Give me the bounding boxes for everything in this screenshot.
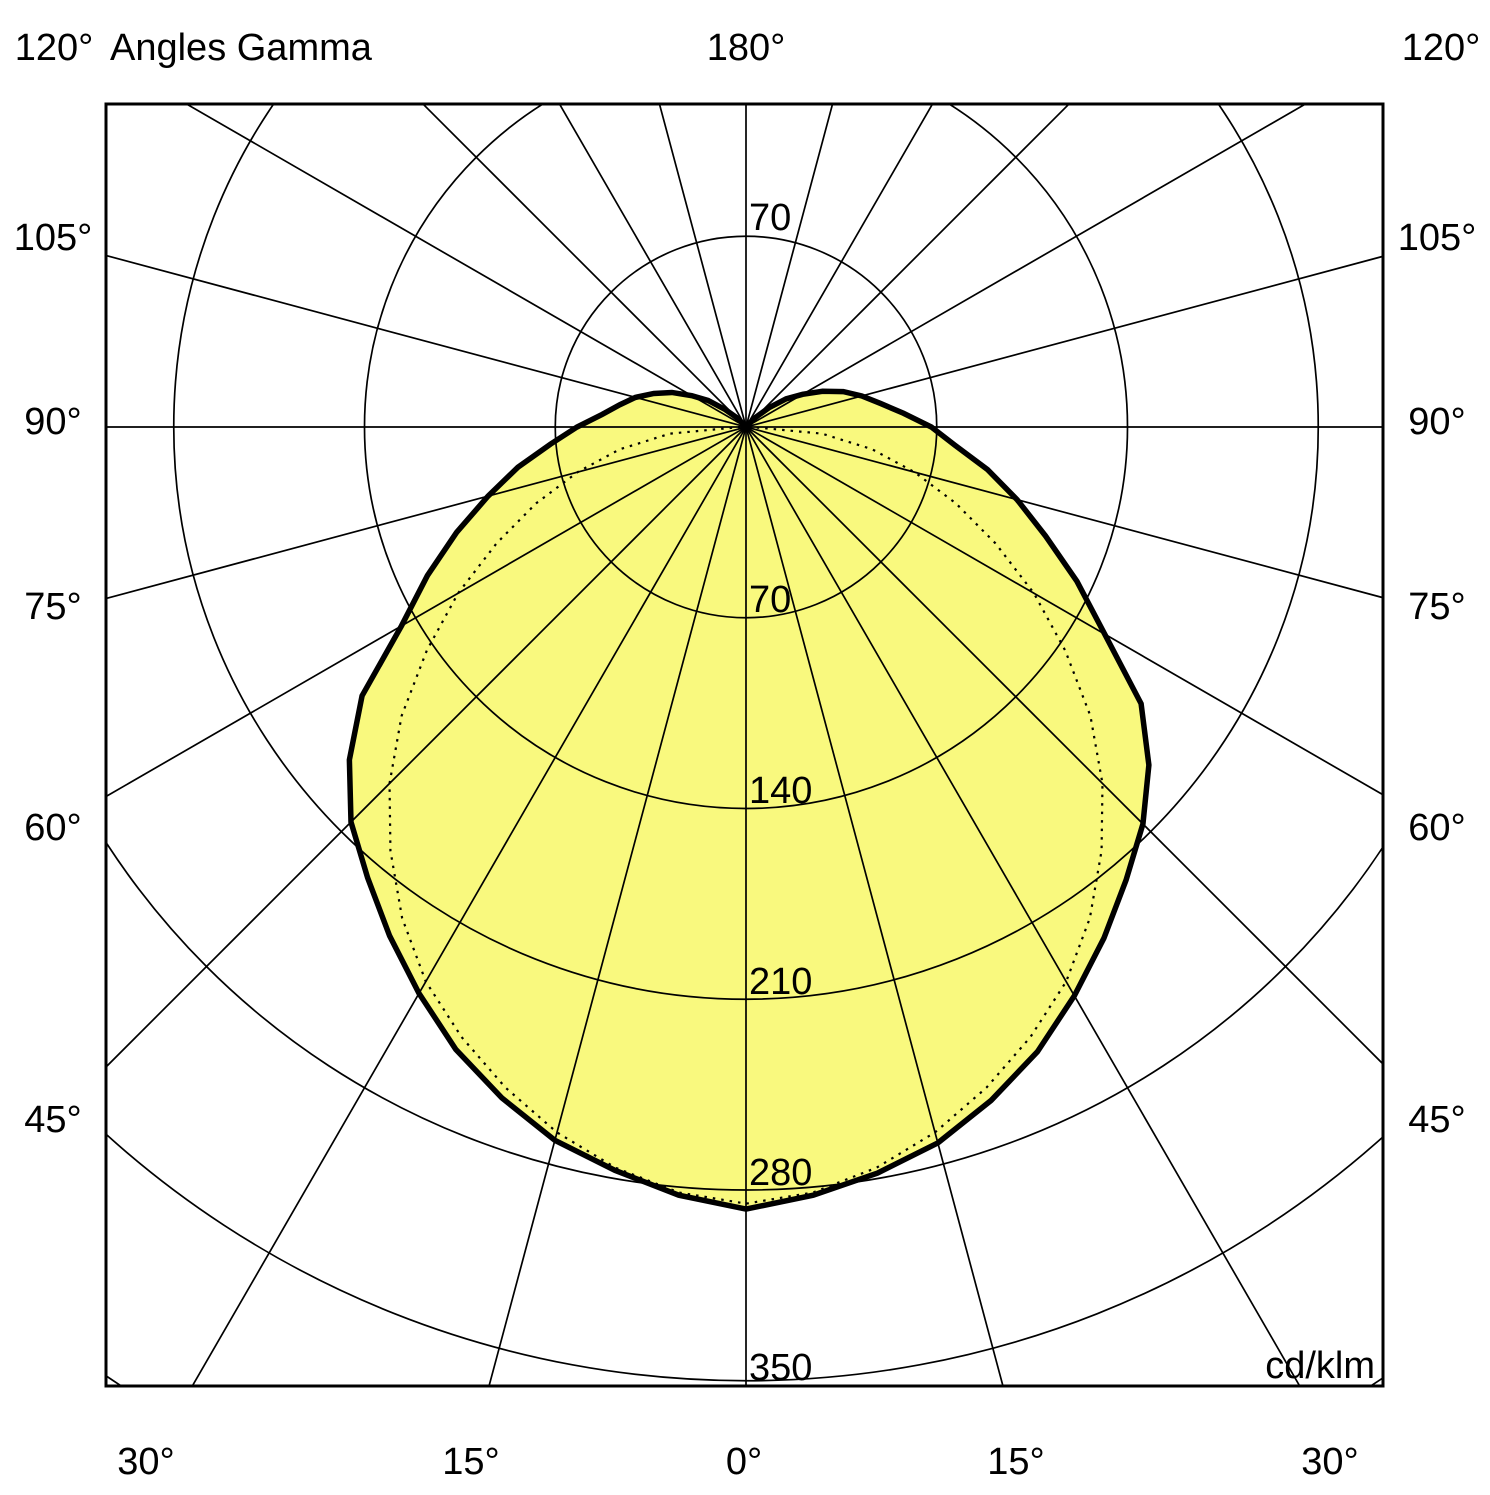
gamma-axis-label-right: 45° xyxy=(1408,1099,1465,1141)
gamma-axis-label-left: 45° xyxy=(24,1099,81,1141)
gamma-axis-label-right: 105° xyxy=(1398,217,1477,259)
radial-value-label: 280 xyxy=(749,1152,812,1194)
gamma-grid-ray xyxy=(488,104,834,1386)
gamma-axis-label-top: 180° xyxy=(707,27,786,69)
unit-label: cd/klm xyxy=(1265,1345,1375,1387)
radial-value-label: 350 xyxy=(749,1347,812,1389)
plot-border xyxy=(104,102,1385,1388)
radial-value-label: 210 xyxy=(749,961,812,1003)
gamma-axis-label-left: 75° xyxy=(24,586,81,628)
gamma-axis-label-left: 90° xyxy=(24,401,81,443)
gamma-axis-label-bottom: 15° xyxy=(442,1441,499,1483)
gamma-axis-label-bottom: 30° xyxy=(1301,1441,1358,1483)
chart-title: Angles Gamma xyxy=(110,27,373,69)
radial-value-label: 140 xyxy=(749,770,812,812)
gamma-axis-label-bottom: 0° xyxy=(726,1441,762,1483)
gamma-axis-label-right: 90° xyxy=(1408,401,1465,443)
gamma-axis-label-top: 120° xyxy=(1402,27,1481,69)
gamma-axis-label-bottom: 15° xyxy=(987,1441,1044,1483)
gamma-axis-label-left: 105° xyxy=(14,217,93,259)
gamma-axis-label-bottom: 30° xyxy=(117,1441,174,1483)
gamma-axis-label-left: 60° xyxy=(24,807,81,849)
intensity-curve-fill xyxy=(349,391,1149,1210)
radial-value-label-top: 70 xyxy=(749,197,791,239)
gamma-axis-label-top: 120° xyxy=(15,27,94,69)
gamma-axis-label-right: 60° xyxy=(1408,807,1465,849)
radial-value-label: 70 xyxy=(749,579,791,621)
intensity-curve-solid xyxy=(346,388,1152,1212)
gamma-axis-label-right: 75° xyxy=(1408,586,1465,628)
